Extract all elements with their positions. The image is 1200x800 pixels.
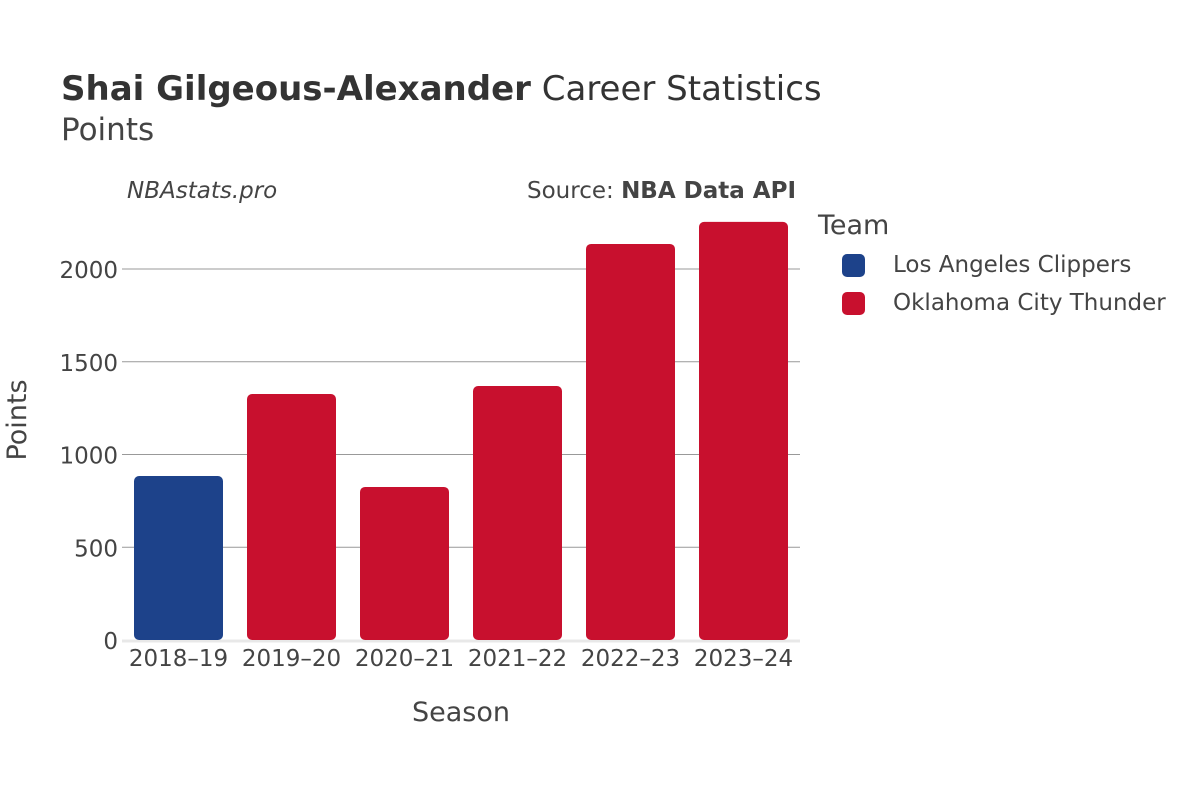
legend-label: Oklahoma City Thunder: [893, 290, 1166, 316]
bar-2020–21: [360, 486, 449, 640]
y-tick-label: 500: [74, 536, 118, 562]
y-axis-title: Points: [2, 379, 33, 460]
bar-2019–20: [247, 394, 336, 640]
x-tick-label: 2023–24: [694, 646, 793, 672]
chart-title: Shai Gilgeous-Alexander Career Statistic…: [61, 69, 822, 109]
legend-item[interactable]: Oklahoma City Thunder: [842, 290, 1166, 316]
x-tick-label: 2018–19: [129, 646, 228, 672]
source-text: Source: NBA Data API: [527, 178, 796, 204]
legend-label: Los Angeles Clippers: [893, 252, 1132, 278]
x-tick-label: 2021–22: [468, 646, 567, 672]
x-tick-label: 2022–23: [581, 646, 680, 672]
y-tick-label: 0: [103, 629, 118, 655]
x-tick-label: 2020–21: [355, 646, 454, 672]
y-tick-label: 1000: [59, 444, 118, 470]
y-tick-label: 2000: [59, 258, 118, 284]
legend-swatch: [842, 291, 865, 315]
bar-2021–22: [473, 386, 562, 640]
x-axis-title: Season: [412, 697, 510, 728]
chart-subtitle: Points: [61, 112, 155, 148]
credit-text: NBAstats.pro: [127, 178, 278, 204]
bar-2018–19: [134, 476, 223, 640]
y-tick-label: 1500: [59, 351, 118, 377]
legend-item[interactable]: Los Angeles Clippers: [842, 252, 1131, 278]
legend-title: Team: [818, 210, 890, 241]
legend-swatch: [842, 253, 865, 277]
bar-2023–24: [699, 221, 788, 640]
bar-2022–23: [586, 243, 675, 640]
x-tick-label: 2019–20: [242, 646, 341, 672]
